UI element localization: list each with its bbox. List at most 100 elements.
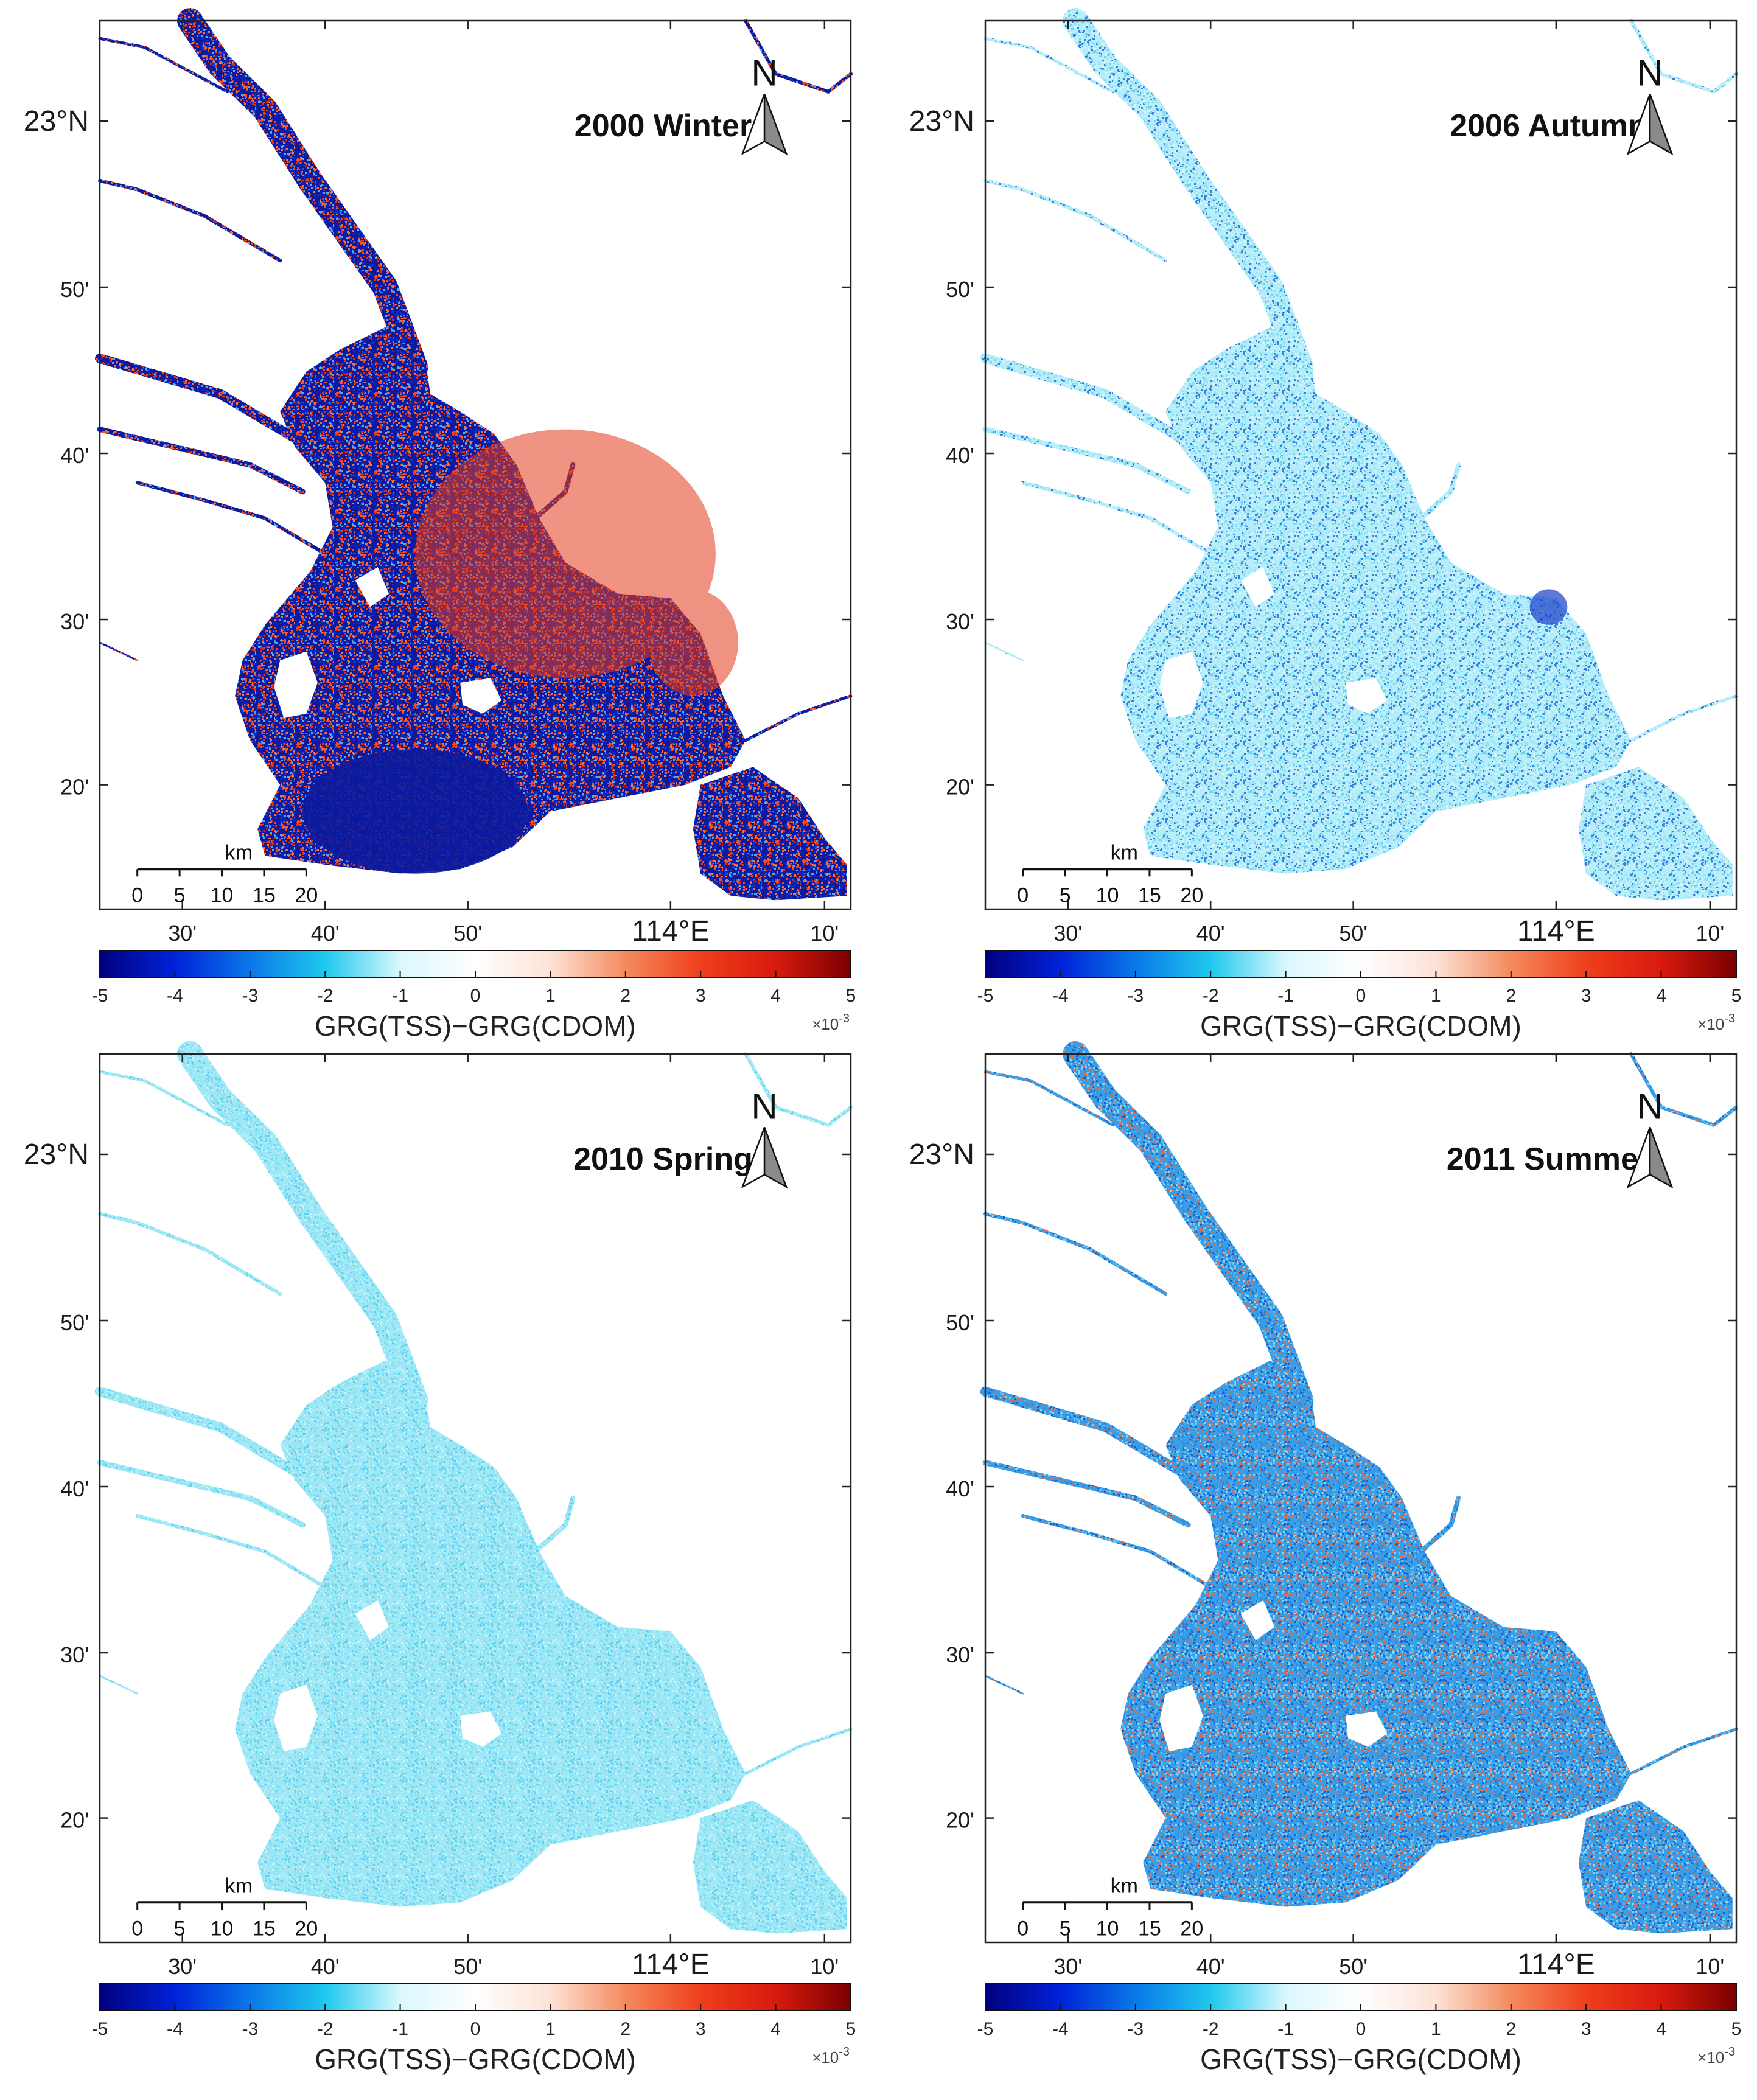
lat-tick-label: 20' — [60, 775, 89, 800]
colorbar-tick-label: -5 — [977, 986, 994, 1006]
scalebar-tick-label: 5 — [174, 1917, 186, 1940]
river-channel — [98, 37, 229, 94]
river-channel — [533, 1496, 576, 1554]
estuary-water — [1120, 1360, 1632, 1907]
scalebar-tick-label: 0 — [131, 884, 143, 907]
lat-tick-label: 23°N — [909, 1139, 974, 1171]
island — [1240, 567, 1275, 607]
colorbar: -5 -4 -3 -2 -1 0 1 2 3 4 5 GRG(TSS)−GRG(CDOM) ×10-3 — [92, 1983, 856, 2075]
panel-title: 2006 Autumn — [1450, 108, 1647, 144]
north-letter: N — [751, 1086, 777, 1126]
river-channels — [95, 8, 853, 742]
lat-tick-label: 23°N — [909, 105, 974, 138]
colorbar-label: GRG(TSS)−GRG(CDOM) — [1200, 1010, 1521, 1042]
river-channel — [983, 178, 1168, 263]
river-channel — [177, 1041, 428, 1414]
colorbar: -5 -4 -3 -2 -1 0 1 2 3 4 5 GRG(TSS)−GRG(CDOM) ×10-3 — [977, 950, 1742, 1042]
panel-svg: 23°N 50' 40' 30' 20' 30' 40' 50' 114°E 10' 2000 Wi… — [24, 8, 856, 1042]
colorbar-tick-label: -5 — [977, 2019, 994, 2039]
colorbar-label: GRG(TSS)−GRG(CDOM) — [315, 2043, 636, 2075]
colorbar-tick-label: 5 — [846, 2019, 856, 2039]
colorbar-tick-label: -5 — [92, 2019, 108, 2039]
colorbar-tick-label: 3 — [1581, 986, 1591, 1006]
river-channel — [1629, 1052, 1738, 1127]
lon-tick-label: 10' — [810, 921, 839, 946]
river-channel — [1629, 1728, 1738, 1776]
colorbar-tick-label: -3 — [1127, 986, 1144, 1006]
colorbar-exponent: ×10-3 — [812, 2045, 850, 2067]
colorbar-tick-label: 1 — [1431, 986, 1441, 1006]
lat-tick-label: 30' — [946, 609, 974, 634]
river-channel — [99, 1675, 139, 1695]
river-channel — [98, 1070, 229, 1127]
scalebar-unit: km — [1111, 841, 1138, 864]
island — [1159, 1684, 1203, 1752]
lon-tick-label: 114°E — [1517, 915, 1595, 947]
colorbar-tick-label: 2 — [620, 2019, 630, 2039]
scalebar-tick-label: 10 — [211, 1917, 234, 1940]
map-area: 23°N 50' 40' 30' 20' 30' 40' 50' 114°E 10' 2006 Au… — [909, 8, 1738, 947]
colorbar-tick-label: 1 — [545, 2019, 556, 2039]
island — [355, 1600, 389, 1641]
lon-tick-label: 40' — [1196, 921, 1225, 946]
colorbar-tick-label: -1 — [392, 2019, 408, 2039]
lat-tick-label: 50' — [946, 277, 974, 302]
colorbar-tick-label: 5 — [1731, 2019, 1742, 2039]
colorbar-tick-label: 1 — [1431, 2019, 1441, 2039]
colorbar-tick-label: -2 — [317, 2019, 334, 2039]
low-value-zone — [302, 749, 528, 874]
river-channel — [980, 353, 1201, 452]
colorbar-tick-label: -4 — [1052, 2019, 1069, 2039]
scalebar-tick-label: 20 — [295, 1917, 318, 1940]
colorbar-exponent: ×10-3 — [1697, 2045, 1735, 2067]
colorbar-tick-label: -4 — [1052, 986, 1069, 1006]
scale-bar: 0 5 10 15 20 km — [131, 1874, 318, 1940]
east-bay-water — [693, 767, 847, 901]
lat-tick-label: 50' — [60, 277, 89, 302]
river-channel — [1629, 694, 1738, 742]
lon-tick-label: 10' — [1696, 1954, 1724, 1979]
north-letter: N — [1636, 1086, 1663, 1126]
river-channel — [982, 1460, 1191, 1528]
lon-tick-label: 40' — [311, 921, 340, 946]
scalebar-tick-label: 15 — [1138, 1917, 1161, 1940]
panel-title: 2010 Spring — [573, 1142, 753, 1177]
east-bay-water — [693, 1800, 847, 1934]
scale-bar: 0 5 10 15 20 km — [1017, 841, 1203, 907]
lon-tick-label: 114°E — [1517, 1948, 1595, 1981]
scalebar-unit: km — [225, 1874, 253, 1897]
colorbar-tick-label: 2 — [620, 986, 630, 1006]
lon-tick-label: 30' — [168, 1954, 197, 1979]
colorbar-tick-label: -3 — [1127, 2019, 1144, 2039]
north-arrow-icon: N — [1626, 52, 1674, 156]
lat-tick-label: 50' — [60, 1310, 89, 1335]
scalebar-tick-label: 0 — [1017, 1917, 1029, 1940]
colorbar-tick-label: 4 — [1656, 986, 1666, 1006]
lon-tick-label: 114°E — [632, 1948, 710, 1981]
map-panel-2: 23°N 50' 40' 30' 20' 30' 40' 50' 114°E 10' 2006 Au… — [885, 0, 1757, 1050]
lat-tick-label: 30' — [946, 1642, 974, 1667]
colorbar-tick-label: -3 — [242, 2019, 258, 2039]
colorbar-tick-label: 5 — [1731, 986, 1742, 1006]
lat-tick-label: 23°N — [24, 1139, 89, 1171]
river-channel — [744, 19, 853, 94]
lat-tick-label: 30' — [60, 1642, 89, 1667]
colorbar-tick-label: 0 — [1356, 986, 1366, 1006]
river-channel — [1418, 462, 1461, 521]
scalebar-tick-label: 15 — [253, 1917, 276, 1940]
lat-tick-label: 20' — [60, 1808, 89, 1833]
lat-tick-label: 30' — [60, 609, 89, 634]
estuary-water — [235, 1360, 746, 1907]
lon-tick-label: 10' — [810, 1954, 839, 1979]
river-channel — [1418, 1496, 1461, 1554]
scalebar-tick-label: 0 — [131, 1917, 143, 1940]
river-channel — [97, 1460, 306, 1528]
north-arrow-icon: N — [1626, 1086, 1674, 1189]
lon-tick-label: 50' — [1339, 1954, 1368, 1979]
river-channel — [99, 641, 139, 661]
map-area: 23°N 50' 40' 30' 20' 30' 40' 50' 114°E 10' 2010 Sp… — [24, 1041, 853, 1981]
estuary-water — [1120, 327, 1632, 874]
river-channel — [177, 8, 428, 380]
colorbar-tick-label: 4 — [770, 2019, 781, 2039]
lon-tick-label: 40' — [311, 1954, 340, 1979]
